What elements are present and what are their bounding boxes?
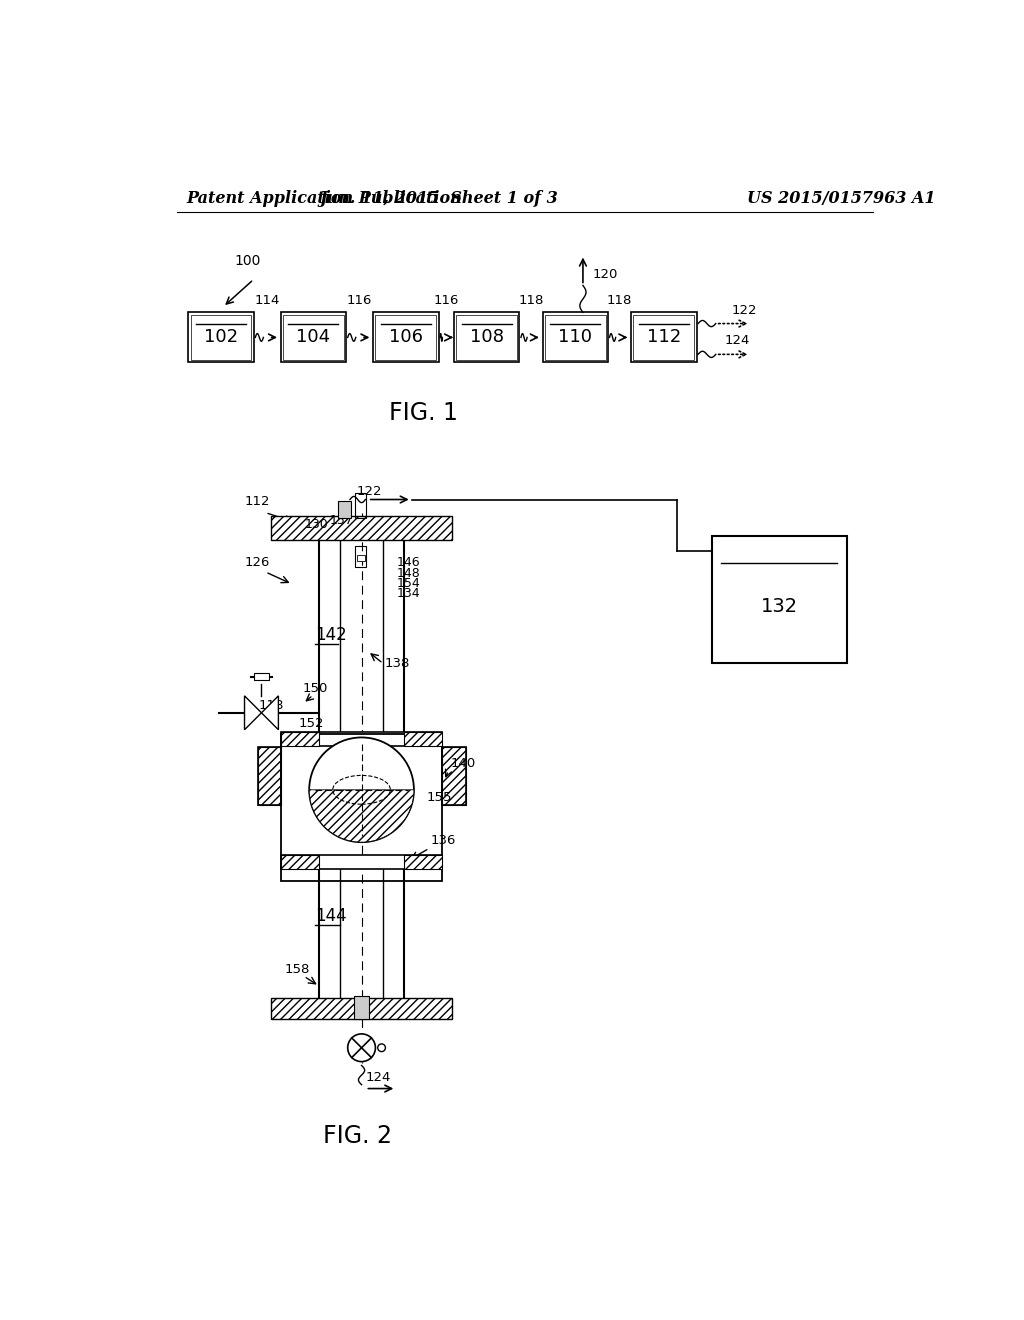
Text: 116: 116 [347, 294, 373, 308]
Bar [355, 545, 367, 568]
Bar [281, 855, 319, 869]
Text: 134: 134 [396, 586, 420, 599]
Text: 114: 114 [255, 294, 280, 308]
Bar [339, 502, 351, 517]
Bar [454, 313, 519, 363]
Bar [373, 313, 438, 363]
Text: FIG. 2: FIG. 2 [324, 1125, 392, 1148]
Bar [254, 673, 269, 681]
Text: FIG. 1: FIG. 1 [389, 400, 458, 425]
Text: 148: 148 [396, 566, 420, 579]
Bar [403, 733, 442, 746]
Bar [190, 314, 252, 360]
Bar [634, 314, 694, 360]
Bar [281, 855, 442, 869]
Polygon shape [261, 696, 279, 730]
Bar [631, 313, 696, 363]
Text: 132: 132 [761, 598, 798, 616]
Text: 150: 150 [302, 682, 328, 696]
Text: 122: 122 [731, 305, 757, 317]
Text: Jun. 11, 2015  Sheet 1 of 3: Jun. 11, 2015 Sheet 1 of 3 [319, 190, 558, 207]
Bar [283, 314, 344, 360]
Text: 158: 158 [285, 964, 310, 975]
Circle shape [348, 1034, 376, 1061]
Text: Patent Application Publication: Patent Application Publication [186, 190, 462, 207]
Text: 152: 152 [298, 717, 324, 730]
Text: 144: 144 [315, 907, 347, 925]
Bar [712, 536, 847, 663]
Bar [357, 554, 365, 561]
Text: 154: 154 [396, 577, 420, 590]
Text: 122: 122 [356, 484, 382, 498]
Text: 104: 104 [296, 329, 331, 346]
Text: 120: 120 [592, 268, 617, 281]
Text: 108: 108 [470, 329, 504, 346]
Wedge shape [309, 789, 414, 842]
Circle shape [309, 738, 414, 842]
Text: US 2015/0157963 A1: US 2015/0157963 A1 [746, 190, 935, 207]
Text: 136: 136 [431, 834, 457, 846]
Text: 126: 126 [245, 557, 270, 569]
Text: 138: 138 [385, 656, 410, 669]
Text: 157: 157 [330, 515, 353, 527]
Bar [442, 747, 466, 805]
Bar [403, 855, 442, 869]
Bar [442, 747, 466, 805]
Text: 124: 124 [725, 334, 751, 347]
Text: 142: 142 [315, 626, 347, 644]
Bar [281, 733, 442, 746]
Bar [258, 747, 281, 805]
Bar [355, 494, 367, 517]
Text: 118: 118 [258, 700, 284, 711]
Bar [281, 733, 319, 746]
Text: 110: 110 [558, 329, 592, 346]
Bar [376, 314, 436, 360]
Text: 130: 130 [304, 517, 329, 531]
Bar [457, 314, 517, 360]
Text: 112: 112 [647, 329, 681, 346]
Bar [354, 997, 370, 1019]
Text: 116: 116 [433, 294, 459, 308]
Bar [543, 313, 608, 363]
Text: 124: 124 [366, 1071, 391, 1084]
Text: 106: 106 [389, 329, 423, 346]
Text: 112: 112 [245, 495, 270, 508]
Text: 155: 155 [427, 792, 453, 804]
Text: 118: 118 [518, 294, 544, 308]
Text: 102: 102 [204, 329, 239, 346]
Bar [271, 516, 453, 540]
Bar [281, 313, 346, 363]
Bar [188, 313, 254, 363]
Text: 118: 118 [607, 294, 632, 308]
Polygon shape [245, 696, 261, 730]
Text: 146: 146 [396, 557, 420, 569]
Bar [281, 734, 442, 880]
Text: 100: 100 [234, 253, 261, 268]
Bar [271, 998, 453, 1019]
Bar [545, 314, 605, 360]
Text: 140: 140 [451, 756, 475, 770]
Bar [258, 747, 281, 805]
